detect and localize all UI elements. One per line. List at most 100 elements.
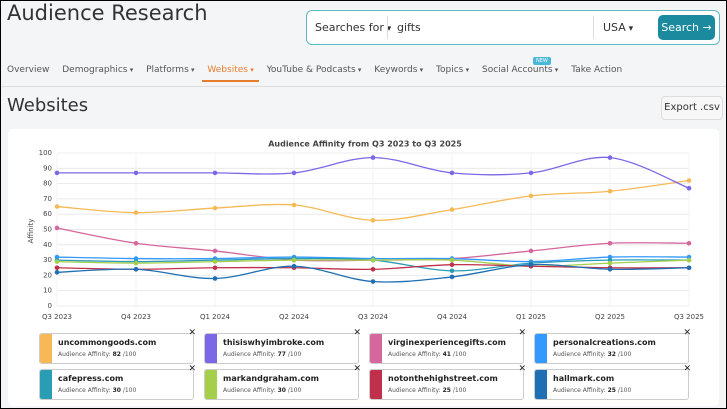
nav-item[interactable]: Demographics — [62, 65, 133, 75]
data-point — [687, 258, 692, 263]
data-point — [213, 276, 218, 281]
x-tick-label: Q2 2025 — [595, 313, 625, 321]
data-point — [213, 171, 218, 176]
affinity: Audience Affinity: 32 /100 — [553, 351, 631, 358]
data-point — [371, 279, 376, 284]
affinity: Audience Affinity: 25 /100 — [553, 387, 631, 394]
close-button[interactable]: ✕ — [353, 328, 361, 338]
data-point — [292, 264, 297, 269]
close-button[interactable]: ✕ — [518, 328, 526, 338]
color-swatch — [370, 370, 382, 399]
data-point — [450, 269, 455, 274]
affinity: Audience Affinity: 41 /100 — [388, 351, 466, 358]
affinity-suffix: /100 — [453, 351, 466, 358]
color-swatch — [535, 334, 547, 363]
data-point — [213, 206, 218, 211]
affinity-label: Audience Affinity: — [223, 387, 276, 394]
data-point — [371, 267, 376, 272]
data-point — [134, 261, 139, 266]
nav-item[interactable]: Social Accounts — [482, 65, 558, 75]
chart: Audience Affinity from Q3 2023 to Q3 202… — [8, 129, 719, 329]
affinity-suffix: /100 — [288, 351, 301, 358]
data-point — [213, 249, 218, 254]
data-point — [608, 267, 613, 272]
export-button[interactable]: Export .csv — [661, 96, 723, 120]
y-tick-label: 70 — [43, 195, 52, 203]
color-swatch — [370, 334, 382, 363]
affinity-value: 30 — [113, 387, 121, 394]
chart-panel: Audience Affinity from Q3 2023 to Q3 202… — [8, 129, 719, 406]
color-swatch — [40, 334, 52, 363]
affinity-label: Audience Affinity: — [388, 351, 441, 358]
affinity-label: Audience Affinity: — [553, 351, 606, 358]
close-button[interactable]: ✕ — [188, 328, 196, 338]
data-point — [292, 258, 297, 263]
page-title: Audience Research — [7, 1, 208, 25]
nav-item[interactable]: Platforms — [146, 65, 194, 75]
close-button[interactable]: ✕ — [683, 364, 691, 374]
close-button[interactable]: ✕ — [188, 364, 196, 374]
search-bar: Searches for gifts USA Search — [306, 10, 720, 45]
data-point — [529, 262, 534, 267]
y-tick-label: 100 — [39, 149, 52, 157]
affinity-value: 30 — [278, 387, 286, 394]
y-tick-label: 80 — [43, 180, 52, 188]
data-point — [371, 258, 376, 263]
data-point — [608, 261, 613, 266]
legend-name: uncommongoods.com — [58, 338, 156, 347]
color-swatch — [40, 370, 52, 399]
y-tick-label: 20 — [43, 271, 52, 279]
data-point — [55, 259, 60, 264]
data-point — [134, 241, 139, 246]
data-point — [450, 262, 455, 267]
nav-item[interactable]: Overview — [7, 65, 49, 75]
x-tick-label: Q2 2024 — [279, 313, 310, 321]
data-point — [55, 204, 60, 209]
data-point — [687, 265, 692, 270]
separator — [593, 16, 594, 39]
affinity-value: 82 — [113, 351, 121, 358]
legend-name: personalcreations.com — [553, 338, 656, 347]
country-select[interactable]: USA — [603, 21, 633, 34]
search-button[interactable]: Search — [658, 15, 715, 40]
search-mode[interactable]: Searches for — [315, 21, 391, 34]
data-point — [134, 210, 139, 215]
nav-item[interactable]: Keywords — [374, 65, 423, 75]
data-point — [213, 259, 218, 264]
divider — [1, 86, 726, 87]
close-button[interactable]: ✕ — [518, 364, 526, 374]
close-button[interactable]: ✕ — [683, 328, 691, 338]
affinity-label: Audience Affinity: — [58, 351, 111, 358]
data-point — [450, 207, 455, 212]
legend-name: cafepress.com — [58, 374, 123, 383]
chart-title: Audience Affinity from Q3 2023 to Q3 202… — [268, 140, 462, 149]
affinity-value: 32 — [608, 351, 616, 358]
data-point — [213, 265, 218, 270]
nav: Overview Demographics Platforms Websites… — [7, 65, 632, 75]
affinity-suffix: /100 — [618, 387, 631, 394]
legend-card: notonthehighstreet.comAudience Affinity:… — [369, 369, 524, 400]
legend-card: virginexperiencegifts.comAudience Affini… — [369, 333, 524, 364]
close-button[interactable]: ✕ — [353, 364, 361, 374]
nav-item[interactable]: Topics — [436, 65, 469, 75]
data-point — [55, 226, 60, 231]
legend-card: personalcreations.com Audience Affinity: … — [534, 333, 689, 364]
x-tick-label: Q1 2025 — [516, 313, 546, 321]
y-tick-label: 90 — [43, 164, 52, 172]
nav-item[interactable]: YouTube & Podcasts — [267, 65, 362, 75]
data-point — [55, 171, 60, 176]
legend-card: uncommongoods.com Audience Affinity: 82 /… — [39, 333, 194, 364]
affinity-suffix: /100 — [288, 387, 301, 394]
affinity-value: 41 — [443, 351, 451, 358]
affinity: Audience Affinity: 82 /100 — [58, 351, 136, 358]
x-tick-label: Q4 2024 — [437, 313, 468, 321]
data-point — [687, 186, 692, 191]
search-input[interactable]: gifts — [397, 21, 421, 34]
nav-item[interactable]: Websites — [207, 65, 253, 75]
nav-item[interactable]: Take Action — [571, 65, 622, 75]
new-badge: NEW — [533, 57, 551, 65]
legend-card: hallmark.comAudience Affinity: 25 /100✕ — [534, 369, 689, 400]
affinity-suffix: /100 — [618, 351, 631, 358]
section-title: Websites — [7, 95, 88, 116]
